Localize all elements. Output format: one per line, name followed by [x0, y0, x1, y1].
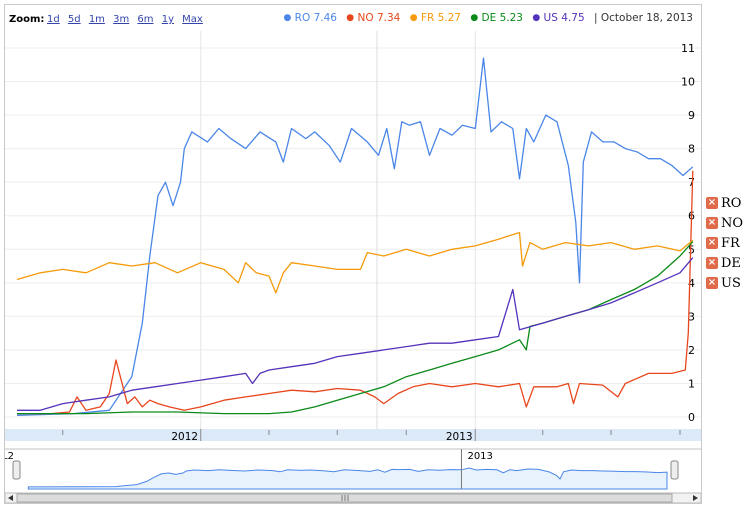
legend-label-no: NO	[721, 215, 744, 231]
readout-us-dot-icon: ●	[532, 13, 541, 23]
zoom-links: 1d 5d 1m 3m 6m 1y Max	[47, 14, 208, 25]
scroll-grip-icon	[341, 495, 349, 501]
readout-fr-code: FR	[420, 12, 435, 24]
zoom-max-link[interactable]: Max	[182, 14, 203, 25]
readout-no-value: 7.34	[376, 12, 401, 24]
zoom-6m-link[interactable]: 6m	[137, 14, 154, 25]
readout-us-value: 4.75	[561, 12, 585, 24]
legend-item-fr[interactable]: × FR	[706, 233, 743, 253]
readout-us: ● US 4.75	[532, 12, 588, 24]
remove-icon[interactable]: ×	[706, 217, 718, 229]
y-tick-label: 4	[688, 277, 695, 290]
x-tick-label: 2013	[446, 431, 473, 443]
readout-de-dot-icon: ●	[470, 13, 479, 23]
readout-date-text: October 18, 2013	[600, 12, 693, 24]
readout-de: ● DE 5.23	[470, 12, 526, 24]
y-tick-label: 8	[688, 143, 695, 156]
x-tick-label: 2012	[171, 431, 198, 443]
line-chart[interactable]: 01234567891011201220132013L2	[5, 31, 701, 503]
y-tick-label: 7	[688, 176, 695, 189]
series-legend: × RO × NO × FR × DE × US	[706, 193, 743, 293]
y-tick-label: 2	[688, 344, 695, 357]
remove-icon[interactable]: ×	[706, 257, 718, 269]
legend-item-us[interactable]: × US	[706, 273, 743, 293]
readout-fr-value: 5.27	[437, 12, 461, 24]
zoom-1y-link[interactable]: 1y	[161, 14, 174, 25]
readout-ro-code: RO	[294, 12, 311, 24]
y-tick-label: 3	[688, 310, 695, 323]
readout-ro: ● RO 7.46	[283, 12, 340, 24]
remove-icon[interactable]: ×	[706, 277, 718, 289]
legend-item-no[interactable]: × NO	[706, 213, 743, 233]
legend-label-ro: RO	[721, 195, 742, 211]
navigator-year-label: 2013	[467, 451, 492, 462]
navigator-right-handle[interactable]	[670, 460, 679, 480]
readout-fr: ● FR 5.27	[410, 12, 465, 24]
legend-label-us: US	[721, 275, 741, 291]
zoom-label: Zoom:	[9, 14, 45, 25]
navigator-left-label: L2	[5, 451, 14, 462]
y-tick-label: 10	[681, 76, 695, 89]
zoom-1m-link[interactable]: 1m	[88, 14, 105, 25]
series-line-fr	[16, 231, 694, 294]
series-line-no	[17, 170, 694, 415]
readout-ro-dot-icon: ●	[283, 13, 292, 23]
readout-no: ● NO 7.34	[346, 12, 403, 24]
zoom-1d-link[interactable]: 1d	[47, 14, 60, 25]
navigator-left-handle[interactable]	[12, 460, 21, 480]
readout-us-code: US	[543, 12, 558, 24]
scroll-right-icon[interactable]	[693, 495, 698, 501]
readout-date: | October 18, 2013	[593, 12, 693, 24]
navigator-area	[27, 467, 668, 490]
remove-icon[interactable]: ×	[706, 237, 718, 249]
readout-ro-value: 7.46	[313, 12, 337, 24]
x-axis-label-band	[5, 441, 701, 451]
series-line-de	[17, 241, 694, 415]
y-tick-label: 5	[688, 243, 695, 256]
legend-label-fr: FR	[721, 235, 740, 251]
chart-toolbar: Zoom: 1d 5d 1m 3m 6m 1y Max ● RO 7.46 ● …	[5, 5, 701, 31]
readout-de-code: DE	[481, 12, 497, 24]
readout-no-dot-icon: ●	[346, 13, 355, 23]
y-tick-label: 11	[681, 42, 695, 55]
zoom-3m-link[interactable]: 3m	[113, 14, 130, 25]
readout-de-value: 5.23	[499, 12, 523, 24]
series-line-us	[17, 257, 694, 411]
zoom-5d-link[interactable]: 5d	[67, 14, 81, 25]
value-readout: ● RO 7.46 ● NO 7.34 ● FR 5.27 ● DE 5.23 …	[283, 12, 693, 24]
legend-label-de: DE	[721, 255, 741, 271]
remove-icon[interactable]: ×	[706, 197, 718, 209]
y-tick-label: 9	[688, 109, 695, 122]
series-line-ro	[16, 57, 694, 416]
legend-item-ro[interactable]: × RO	[706, 193, 743, 213]
readout-no-code: NO	[357, 12, 374, 24]
readout-fr-dot-icon: ●	[409, 13, 418, 23]
x-axis-band	[5, 429, 701, 441]
y-tick-label: 1	[688, 377, 695, 390]
scroll-left-icon[interactable]	[8, 495, 13, 501]
y-tick-label: 0	[688, 411, 695, 424]
legend-item-de[interactable]: × DE	[706, 253, 743, 273]
chart-frame: Zoom: 1d 5d 1m 3m 6m 1y Max ● RO 7.46 ● …	[4, 4, 702, 504]
